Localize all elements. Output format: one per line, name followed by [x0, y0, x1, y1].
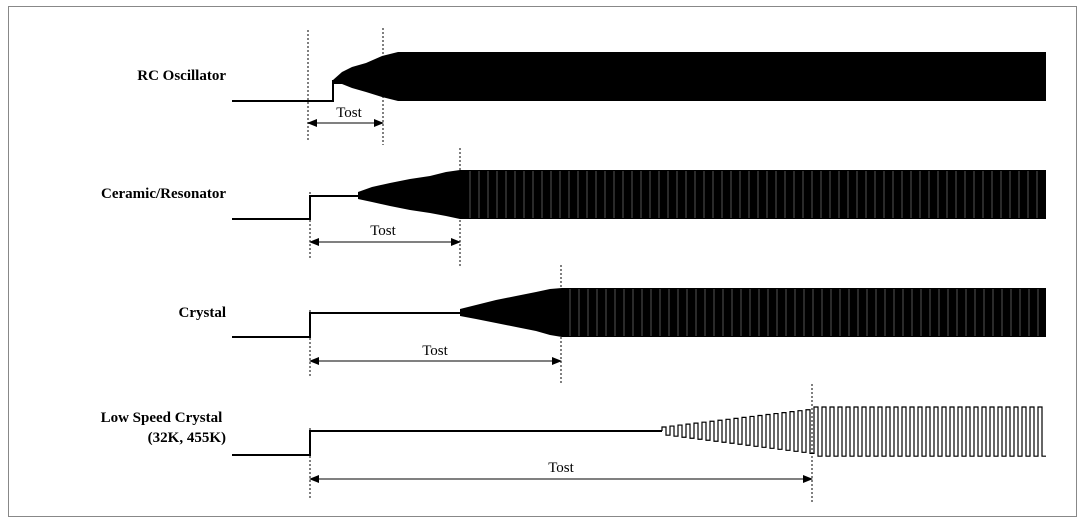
row-label: Low Speed Crystal (32K, 455K) — [101, 410, 226, 446]
tost-interval-label: Tost — [370, 223, 396, 239]
baseline-signal — [232, 312, 460, 338]
oscillation-envelope — [333, 52, 1046, 101]
diagram-border — [8, 6, 1077, 517]
oscillation-envelope — [358, 170, 1046, 219]
square-wave-oscillation — [661, 406, 1046, 457]
oscillation-gaps — [569, 289, 1039, 336]
oscillation-gaps — [469, 171, 1038, 218]
row-label-line-1: Ceramic/Resonator — [101, 186, 226, 202]
tost-interval-label: Tost — [548, 460, 574, 476]
baseline-signal — [232, 430, 662, 456]
row-label-line-1: RC Oscillator — [137, 68, 226, 84]
row-rc-oscillator: RC Oscillator Tost — [137, 28, 1046, 145]
oscillation-envelope — [460, 288, 1046, 337]
row-label: Ceramic/Resonator — [101, 186, 226, 202]
row-low-speed-crystal: Low Speed Crystal (32K, 455K) Tost — [101, 384, 1046, 503]
tost-interval-label: Tost — [422, 343, 448, 359]
row-label: Crystal — [179, 305, 227, 321]
row-label-line-1: Low Speed Crystal — [101, 410, 223, 426]
baseline-signal — [232, 80, 334, 102]
row-ceramic-resonator: Ceramic/Resonator Tost — [101, 148, 1046, 266]
row-label-line-2: (32K, 455K) — [148, 430, 226, 446]
tost-interval-label: Tost — [336, 105, 362, 121]
row-crystal: Crystal Tost — [179, 265, 1046, 384]
row-label: RC Oscillator — [137, 68, 226, 84]
baseline-signal — [232, 195, 358, 220]
row-label-line-1: Crystal — [179, 305, 227, 321]
